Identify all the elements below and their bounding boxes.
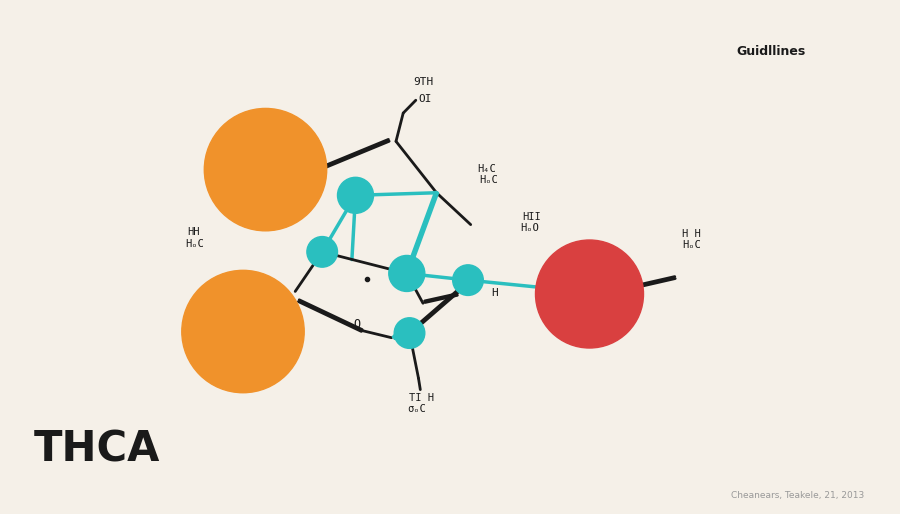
Circle shape [204,108,327,231]
Text: Cheanears, Teakele, 21, 2013: Cheanears, Teakele, 21, 2013 [731,490,864,500]
Text: HₒO: HₒO [520,223,539,233]
Circle shape [338,177,374,213]
Circle shape [394,318,425,348]
Text: HII: HII [522,212,541,222]
Text: OI: OI [418,94,431,104]
Text: HH: HH [187,227,200,237]
Circle shape [536,240,644,348]
Text: H H: H H [682,229,701,239]
Text: TI H: TI H [409,393,434,403]
Circle shape [307,236,338,267]
Circle shape [453,265,483,296]
Circle shape [182,270,304,393]
Text: H: H [491,288,499,298]
Text: HₒC: HₒC [185,238,204,249]
Text: HₒC: HₒC [682,240,701,250]
Text: H₄C: H₄C [477,163,496,174]
Text: 9TH: 9TH [413,77,433,87]
Text: Guidllines: Guidllines [736,45,806,58]
Text: THCA: THCA [34,428,160,470]
Text: O: O [354,318,361,332]
Circle shape [389,255,425,291]
Text: σₒC: σₒC [408,404,426,414]
Text: HₒC: HₒC [480,175,499,185]
